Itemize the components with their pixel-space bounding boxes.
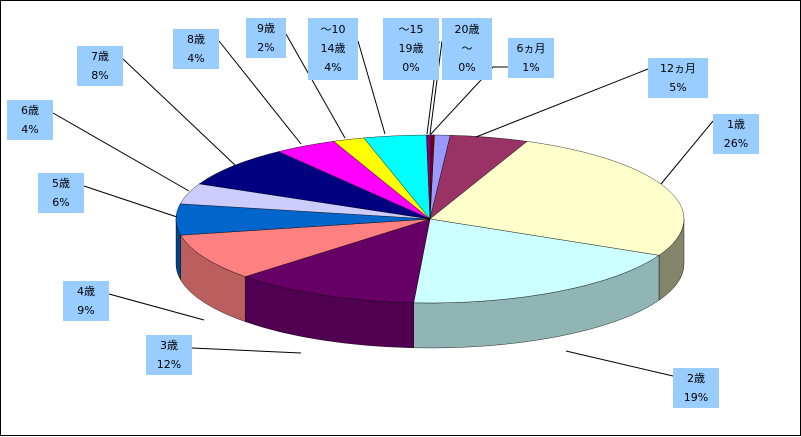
- slice-label-text: 9歳: [257, 22, 275, 35]
- slice-label-1: 12ヵ月 5%: [648, 58, 708, 98]
- pie-slice-5: [180, 218, 431, 277]
- slice-label-text: 12ヵ月: [660, 62, 696, 75]
- slice-percent-label: 0%: [458, 61, 476, 74]
- slice-percent-label: 4%: [187, 52, 205, 65]
- leader-line-7: [52, 112, 190, 192]
- slice-percent-label: 26%: [723, 137, 749, 150]
- slice-percent-label: 2%: [257, 41, 275, 54]
- slice-label-3: 2歳 19%: [673, 368, 719, 408]
- slice-percent-label: 5%: [669, 81, 687, 94]
- pie-slice-3: [413, 218, 660, 304]
- slice-label-text: 4歳: [77, 285, 95, 298]
- leader-line-9: [218, 40, 302, 145]
- slice-label-text: ～: [461, 42, 473, 55]
- slice-percent-label: 19%: [683, 391, 709, 404]
- leader-line-6: [83, 185, 178, 218]
- slice-percent-label: 4%: [324, 61, 342, 74]
- slice-label-11: ～10 14歳 4%: [308, 18, 358, 80]
- slice-label-7: 6歳 4%: [7, 100, 53, 140]
- leader-line-10: [285, 33, 346, 139]
- leader-line-2: [660, 120, 714, 185]
- leader-line-11: [357, 40, 386, 135]
- slice-label-text: 14歳: [320, 42, 346, 55]
- slice-label-text: 8歳: [187, 33, 205, 46]
- slice-label-10: 9歳 2%: [246, 18, 286, 58]
- slice-percent-label: 4%: [21, 123, 39, 136]
- leader-line-5: [108, 293, 205, 321]
- slice-label-text: ～15: [398, 23, 424, 36]
- slice-label-text: 6ヵ月: [516, 42, 546, 55]
- slice-label-0: 6ヵ月 1%: [508, 38, 554, 78]
- leader-line-13: [429, 40, 443, 135]
- slice-label-text: 2歳: [687, 372, 705, 385]
- slice-label-9: 8歳 4%: [173, 29, 219, 69]
- leader-line-0: [429, 66, 508, 136]
- slice-label-text: 20歳: [454, 23, 480, 36]
- slice-label-5: 4歳 9%: [63, 281, 109, 321]
- slice-label-4: 3歳 12%: [146, 335, 192, 375]
- slice-label-text: 3歳: [160, 339, 178, 352]
- slice-label-6: 5歳 6%: [38, 173, 84, 213]
- pie-slice-4: [244, 218, 431, 304]
- slice-percent-label: 8%: [91, 69, 109, 82]
- leader-line-1: [475, 68, 649, 138]
- slice-percent-label: 0%: [402, 61, 420, 74]
- slice-label-text: 19歳: [398, 42, 424, 55]
- slice-percent-label: 6%: [52, 196, 70, 209]
- slice-percent-label: 9%: [77, 304, 95, 317]
- slice-label-2: 1歳 26%: [713, 114, 759, 154]
- pie-slice-8: [198, 151, 431, 220]
- leader-line-8: [122, 58, 237, 167]
- slice-label-12: ～15 19歳 0%: [383, 18, 439, 80]
- leader-line-3: [565, 350, 674, 377]
- pie-slice-13: [429, 134, 435, 220]
- pie-slice-2: [429, 141, 685, 256]
- slice-percent-label: 12%: [156, 358, 182, 371]
- leader-line-4: [191, 347, 302, 354]
- slice-label-text: 6歳: [21, 104, 39, 117]
- slice-label-text: 1歳: [727, 118, 745, 131]
- slice-label-text: 7歳: [91, 50, 109, 63]
- slice-label-13: 20歳 ～ 0%: [442, 18, 492, 80]
- slice-label-text: ～10: [320, 23, 346, 36]
- slice-label-text: 5歳: [52, 177, 70, 190]
- slice-percent-label: 1%: [522, 61, 540, 74]
- slice-label-8: 7歳 8%: [77, 46, 123, 86]
